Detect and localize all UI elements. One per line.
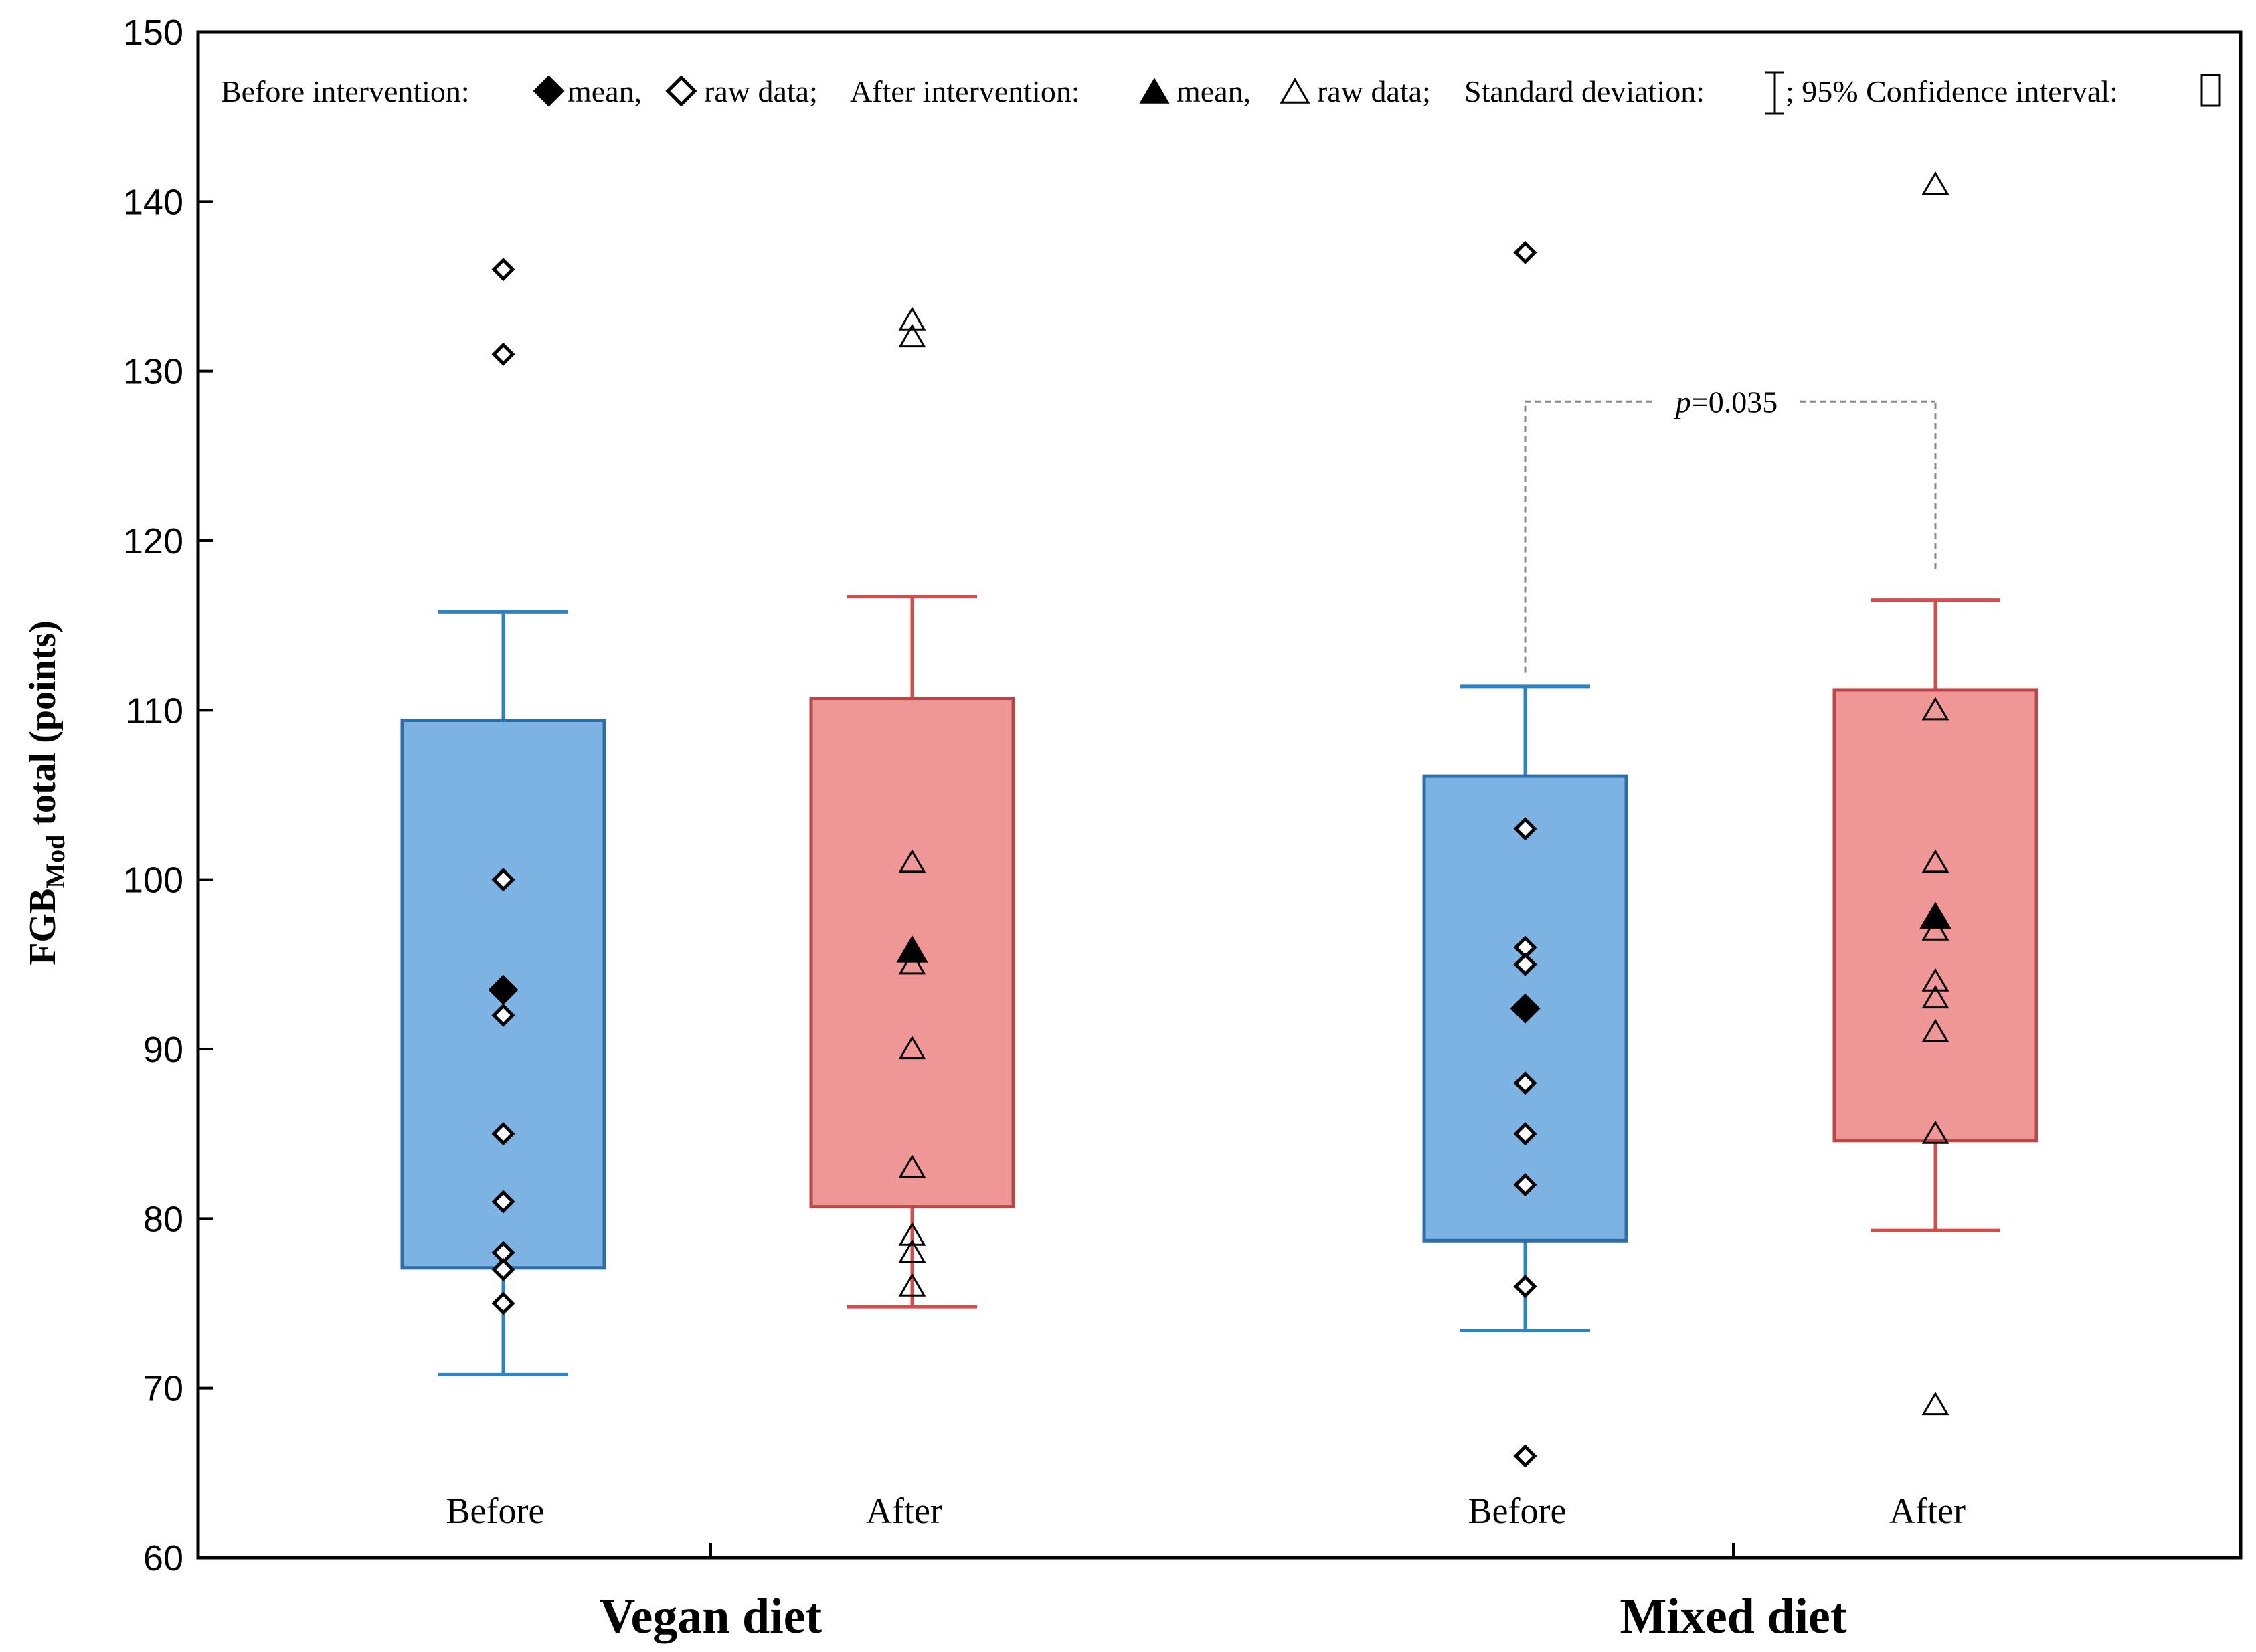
raw-point-vegan-diet-after (898, 306, 926, 331)
y-axis-label-main: FGB (22, 889, 64, 966)
raw-point-vegan-diet-after (898, 1273, 926, 1297)
mean-marker-vegan-diet-after (896, 935, 928, 963)
raw-point-vegan-diet-after (898, 849, 926, 873)
condition-label-mixed-diet-before: Before (1468, 1491, 1567, 1531)
raw-point-vegan-diet-after (898, 1239, 926, 1263)
condition-label-vegan-diet-before: Before (446, 1491, 545, 1531)
y-axis-label-subscript: Mod (40, 835, 70, 889)
raw-point-mixed-diet-before (1513, 1275, 1537, 1299)
legend-mean-label: mean, (568, 74, 642, 108)
raw-point-mixed-diet-before (1513, 952, 1537, 976)
raw-point-mixed-diet-before (1513, 240, 1537, 264)
raw-point-mixed-diet-after (1921, 968, 1949, 992)
raw-point-vegan-diet-before (491, 1257, 515, 1281)
legend-mean-triangle-icon (1139, 78, 1170, 104)
y-tick-label: 150 (123, 13, 183, 53)
y-tick-label: 120 (123, 521, 183, 561)
raw-point-mixed-diet-before (1513, 1444, 1537, 1468)
legend-mean-diamond-icon (533, 75, 565, 107)
mean-marker-mixed-diet-before (1510, 993, 1541, 1024)
raw-point-vegan-diet-after (898, 1036, 926, 1060)
x-group-label: Vegan diet (600, 1589, 822, 1644)
condition-label-vegan-diet-after: After (866, 1491, 942, 1531)
raw-point-mixed-diet-before (1513, 817, 1537, 841)
legend-raw-triangle-icon (1280, 78, 1310, 104)
raw-point-vegan-diet-before (491, 258, 515, 282)
y-tick-label: 140 (123, 182, 183, 222)
raw-point-mixed-diet-before (1513, 1071, 1537, 1095)
legend-raw-label-2: raw data; (1317, 74, 1431, 108)
condition-label-mixed-diet-after: After (1889, 1491, 1966, 1531)
legend-after-label: After intervention: (850, 74, 1080, 108)
y-tick-label: 130 (123, 352, 183, 392)
legend-mean-label-2: mean, (1177, 74, 1251, 108)
legend-raw-label: raw data; (704, 74, 818, 108)
raw-point-mixed-diet-after (1921, 849, 1949, 873)
raw-point-mixed-diet-after (1921, 917, 1949, 941)
y-tick-label: 90 (143, 1030, 183, 1070)
y-tick-label: 100 (123, 860, 183, 901)
raw-point-vegan-diet-before (491, 342, 515, 366)
y-tick-label: 60 (143, 1538, 183, 1578)
raw-point-mixed-diet-before (1513, 1122, 1537, 1146)
raw-point-mixed-diet-before (1513, 1173, 1537, 1197)
raw-point-mixed-diet-after (1921, 985, 1949, 1009)
legend-ci-box-icon (2200, 74, 2221, 107)
x-group-label: Mixed diet (1620, 1589, 1846, 1644)
raw-point-vegan-diet-before (491, 1122, 515, 1146)
raw-point-mixed-diet-after (1921, 1018, 1949, 1042)
p-value-label: p=0.035 (1674, 385, 1777, 419)
raw-point-vegan-diet-after (898, 324, 926, 348)
y-tick-label: 80 (143, 1199, 183, 1239)
y-axis-label-rest: total (points) (22, 620, 64, 834)
raw-point-vegan-diet-before (491, 1190, 515, 1214)
legend-ci-label: ; 95% Confidence interval: (1786, 74, 2118, 108)
y-tick-label: 70 (143, 1369, 183, 1409)
y-tick-label: 110 (126, 691, 183, 731)
raw-point-mixed-diet-after (1921, 697, 1949, 721)
raw-point-mixed-diet-after (1921, 171, 1949, 195)
raw-point-vegan-diet-before (491, 1291, 515, 1315)
raw-point-vegan-diet-after (898, 951, 926, 975)
plot-area-frame (196, 30, 2243, 1560)
raw-point-vegan-diet-before (491, 868, 515, 892)
legend-before-label: Before intervention: (221, 74, 470, 108)
raw-point-vegan-diet-before (491, 1003, 515, 1027)
raw-point-vegan-diet-after (898, 1154, 926, 1178)
raw-point-vegan-diet-after (898, 1222, 926, 1246)
mean-marker-vegan-diet-before (488, 974, 519, 1005)
raw-point-mixed-diet-after (1921, 1120, 1949, 1144)
p-value-number: =0.035 (1691, 385, 1777, 419)
raw-point-mixed-diet-after (1921, 1392, 1949, 1416)
p-value-symbol: p (1674, 385, 1691, 419)
mean-marker-mixed-diet-after (1919, 901, 1951, 929)
legend-raw-diamond-icon (665, 75, 697, 107)
y-axis-label: FGBMod total (points) (22, 620, 70, 966)
legend-sd-label: Standard deviation: (1464, 74, 1705, 108)
